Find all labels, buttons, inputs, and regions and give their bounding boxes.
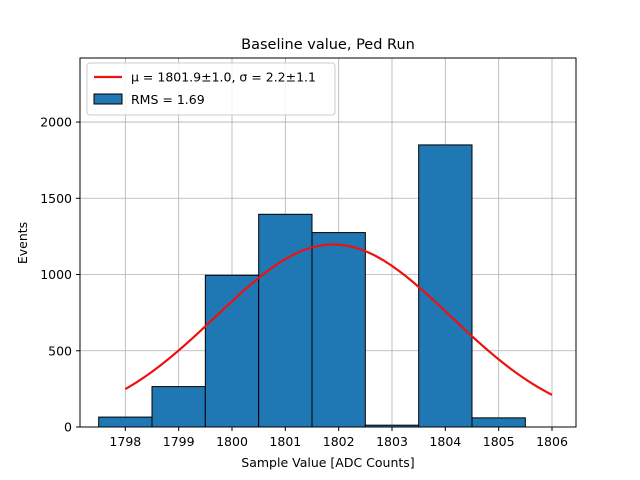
y-tick-label: 0	[64, 420, 72, 435]
histogram-bar	[258, 213, 313, 428]
gaussian-fit-curve	[124, 243, 553, 396]
histogram-bar	[418, 144, 473, 428]
x-axis-ticks: 1798 1799 1800 1801 1802 1803 1804 1805 1806	[109, 427, 568, 449]
x-tick-label: 1805	[483, 434, 515, 449]
histogram-bar	[311, 232, 366, 428]
x-tick-label: 1806	[536, 434, 568, 449]
x-axis-label: Sample Value [ADC Counts]	[241, 455, 414, 470]
x-tick-label: 1800	[216, 434, 248, 449]
plot-frame	[79, 57, 577, 428]
x-tick-label: 1798	[109, 434, 141, 449]
y-axis-ticks: 0 500 1000 1500 2000	[40, 115, 80, 435]
y-tick-label: 2000	[40, 115, 72, 130]
y-tick-label: 500	[48, 343, 72, 358]
chart-title: Baseline value, Ped Run	[241, 37, 415, 53]
x-tick-label: 1803	[376, 434, 408, 449]
x-tick-label: 1801	[269, 434, 301, 449]
legend-hist-label: RMS = 1.69	[131, 92, 205, 107]
histogram-bar	[471, 417, 526, 428]
x-tick-label: 1804	[429, 434, 461, 449]
histogram-bar	[151, 386, 206, 428]
legend: μ = 1801.9±1.0, σ = 2.2±1.1 RMS = 1.69	[86, 62, 336, 116]
x-tick-label: 1799	[163, 434, 195, 449]
legend-hist-swatch	[93, 93, 123, 105]
histogram-bar	[98, 416, 153, 428]
x-tick-label: 1802	[323, 434, 355, 449]
legend-fit-label: μ = 1801.9±1.0, σ = 2.2±1.1	[131, 70, 316, 85]
y-tick-label: 1500	[40, 191, 72, 206]
legend-box	[86, 62, 336, 116]
y-axis-label: Events	[15, 222, 30, 264]
histogram-bar	[204, 274, 260, 428]
y-tick-label: 1000	[40, 267, 72, 282]
